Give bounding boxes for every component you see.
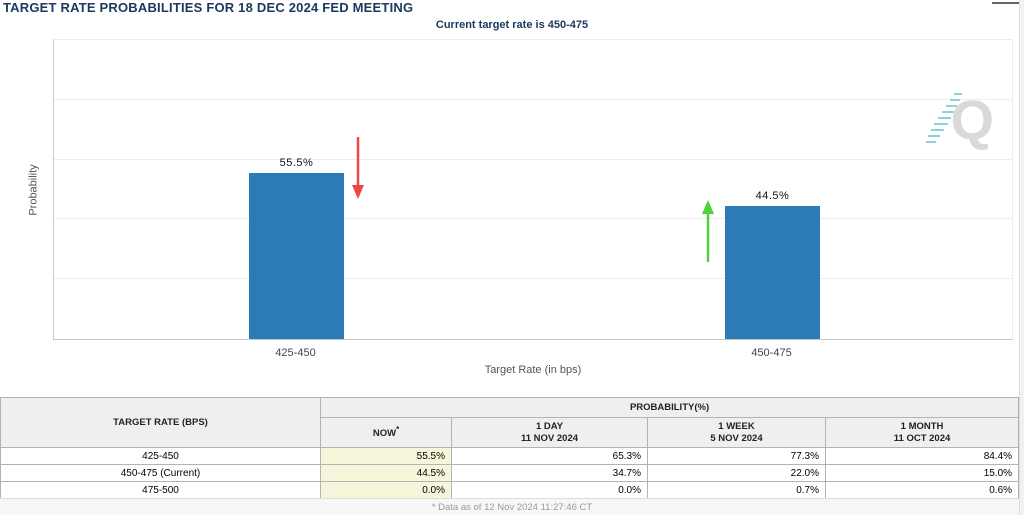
col-header-target-rate: TARGET RATE (BPS) — [0, 397, 321, 448]
page-title: TARGET RATE PROBABILITIES FOR 18 DEC 202… — [3, 0, 414, 15]
table-row: 475-500 0.0% 0.0% 0.7% 0.6% — [0, 481, 1020, 499]
month-cell: 0.6% — [824, 481, 1020, 499]
bar[interactable] — [249, 173, 344, 339]
week-cell: 0.7% — [647, 481, 826, 499]
y-axis-label: Probability — [27, 163, 40, 216]
x-category-label: 450-475 — [751, 347, 792, 359]
rate-cell: 475-500 — [0, 481, 321, 499]
data-asof-footnote: * Data as of 12 Nov 2024 11:27:46 CT — [0, 498, 1024, 515]
table-row: 425-450 55.5% 65.3% 77.3% 84.4% — [0, 447, 1020, 465]
day-cell: 0.0% — [451, 481, 648, 499]
rate-cell: 425-450 — [0, 447, 321, 465]
bar-value-label: 55.5% — [279, 157, 314, 170]
now-cell: 44.5% — [320, 464, 452, 482]
gridline-60 — [54, 158, 1012, 160]
col-header-1month: 1 MONTH 11 OCT 2024 — [824, 417, 1020, 448]
vertical-scrollbar[interactable] — [1019, 0, 1024, 515]
now-cell: 55.5% — [320, 447, 452, 465]
decrease-arrow-icon — [352, 137, 364, 199]
gridline-40 — [54, 218, 1012, 220]
day-cell: 34.7% — [451, 464, 648, 482]
probability-table: TARGET RATE (BPS) PROBABILITY(%) NOW* 1 … — [0, 397, 1020, 499]
bar-value-label: 44.5% — [755, 189, 790, 202]
watermark-dashes — [926, 93, 962, 143]
gridline-80 — [54, 98, 1012, 100]
watermark-letter: Q — [950, 88, 994, 151]
col-header-probability-group: PROBABILITY(%) — [319, 397, 1020, 418]
table-row: 450-475 (Current) 44.5% 34.7% 22.0% 15.0… — [0, 464, 1020, 482]
col-header-now: NOW* — [320, 417, 452, 448]
now-cell: 0.0% — [320, 481, 452, 499]
week-cell: 77.3% — [647, 447, 826, 465]
gridline-20 — [54, 278, 1012, 280]
increase-arrow-icon — [702, 200, 714, 262]
month-cell: 15.0% — [824, 464, 1020, 482]
bar[interactable] — [725, 205, 820, 339]
quikstrike-watermark-logo: Q — [924, 88, 994, 158]
x-category-label: 425-450 — [275, 347, 316, 359]
week-cell: 22.0% — [647, 464, 826, 482]
col-header-1week: 1 WEEK 5 NOV 2024 — [647, 417, 826, 448]
x-axis-label: Target Rate (in bps) — [484, 364, 582, 376]
month-cell: 84.4% — [824, 447, 1020, 465]
col-header-1day: 1 DAY 11 NOV 2024 — [451, 417, 648, 448]
current-target-rate-subtitle: Current target rate is 450-475 — [435, 19, 589, 31]
day-cell: 65.3% — [451, 447, 648, 465]
rate-cell: 450-475 (Current) — [0, 464, 321, 482]
plot-area: 0% 20% 40% 60% 80% 100% Probability 55.5… — [28, 39, 1013, 340]
